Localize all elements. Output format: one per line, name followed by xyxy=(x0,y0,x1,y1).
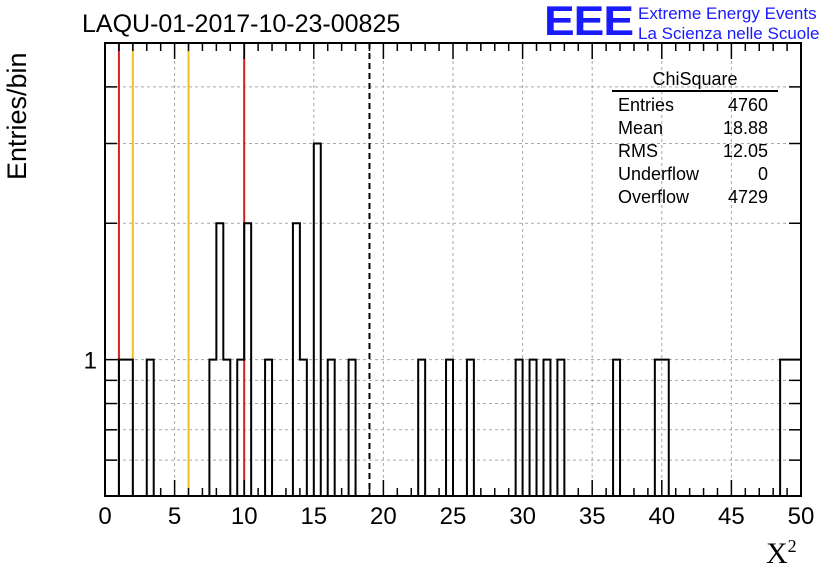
x-tick-label: 10 xyxy=(231,503,258,530)
tick-labels: 0 5 10 15 20 25 30 35 40 45 50 1 xyxy=(84,348,815,530)
stats-row-mean: Mean 18.88 xyxy=(612,117,778,140)
x-axis-label-base: X xyxy=(766,537,788,570)
x-tick-label: 25 xyxy=(440,503,467,530)
stats-row-overflow: Overflow 4729 xyxy=(612,186,778,209)
stats-label: Overflow xyxy=(618,187,690,207)
chart-title: LAQU-01-2017-10-23-00825 xyxy=(82,10,401,38)
x-tick-label: 30 xyxy=(509,503,536,530)
stats-label: Entries xyxy=(618,95,675,115)
x-tick-label: 0 xyxy=(98,503,111,530)
stats-row-entries: Entries 4760 xyxy=(612,94,778,117)
eee-logo: EEE xyxy=(544,0,634,45)
x-tick-label: 40 xyxy=(648,503,675,530)
stats-row-underflow: Underflow 0 xyxy=(612,163,778,186)
stats-label: RMS xyxy=(618,141,658,161)
x-tick-label: 50 xyxy=(788,503,815,530)
stats-value: 18.88 xyxy=(722,118,768,138)
x-axis-label: X2 xyxy=(766,536,797,571)
stats-title: ChiSquare xyxy=(612,68,778,92)
logo-line-2: La Scienza nelle Scuole xyxy=(638,24,820,43)
x-tick-label: 20 xyxy=(370,503,397,530)
stats-value: 0 xyxy=(757,164,768,184)
stats-value: 12.05 xyxy=(722,141,768,161)
y-axis-label: Entries/bin xyxy=(2,52,32,180)
stats-value: 4729 xyxy=(727,187,768,207)
stats-value: 4760 xyxy=(727,95,768,115)
axis-ticks xyxy=(104,43,802,496)
stats-row-rms: RMS 12.05 xyxy=(612,140,778,163)
x-tick-label: 35 xyxy=(579,503,606,530)
logo-line-1: Extreme Energy Events xyxy=(638,4,817,23)
eee-logo-text: Extreme Energy Events La Scienza nelle S… xyxy=(638,4,819,44)
stats-label: Mean xyxy=(618,118,664,138)
x-tick-label: 45 xyxy=(718,503,745,530)
x-tick-label: 15 xyxy=(300,503,327,530)
x-axis-label-sup: 2 xyxy=(787,536,797,556)
stats-label: Underflow xyxy=(618,164,700,184)
x-tick-label: 5 xyxy=(168,503,181,530)
y-tick-label: 1 xyxy=(84,348,97,375)
stats-box: ChiSquare Entries 4760 Mean 18.88 RMS 12… xyxy=(612,68,778,209)
